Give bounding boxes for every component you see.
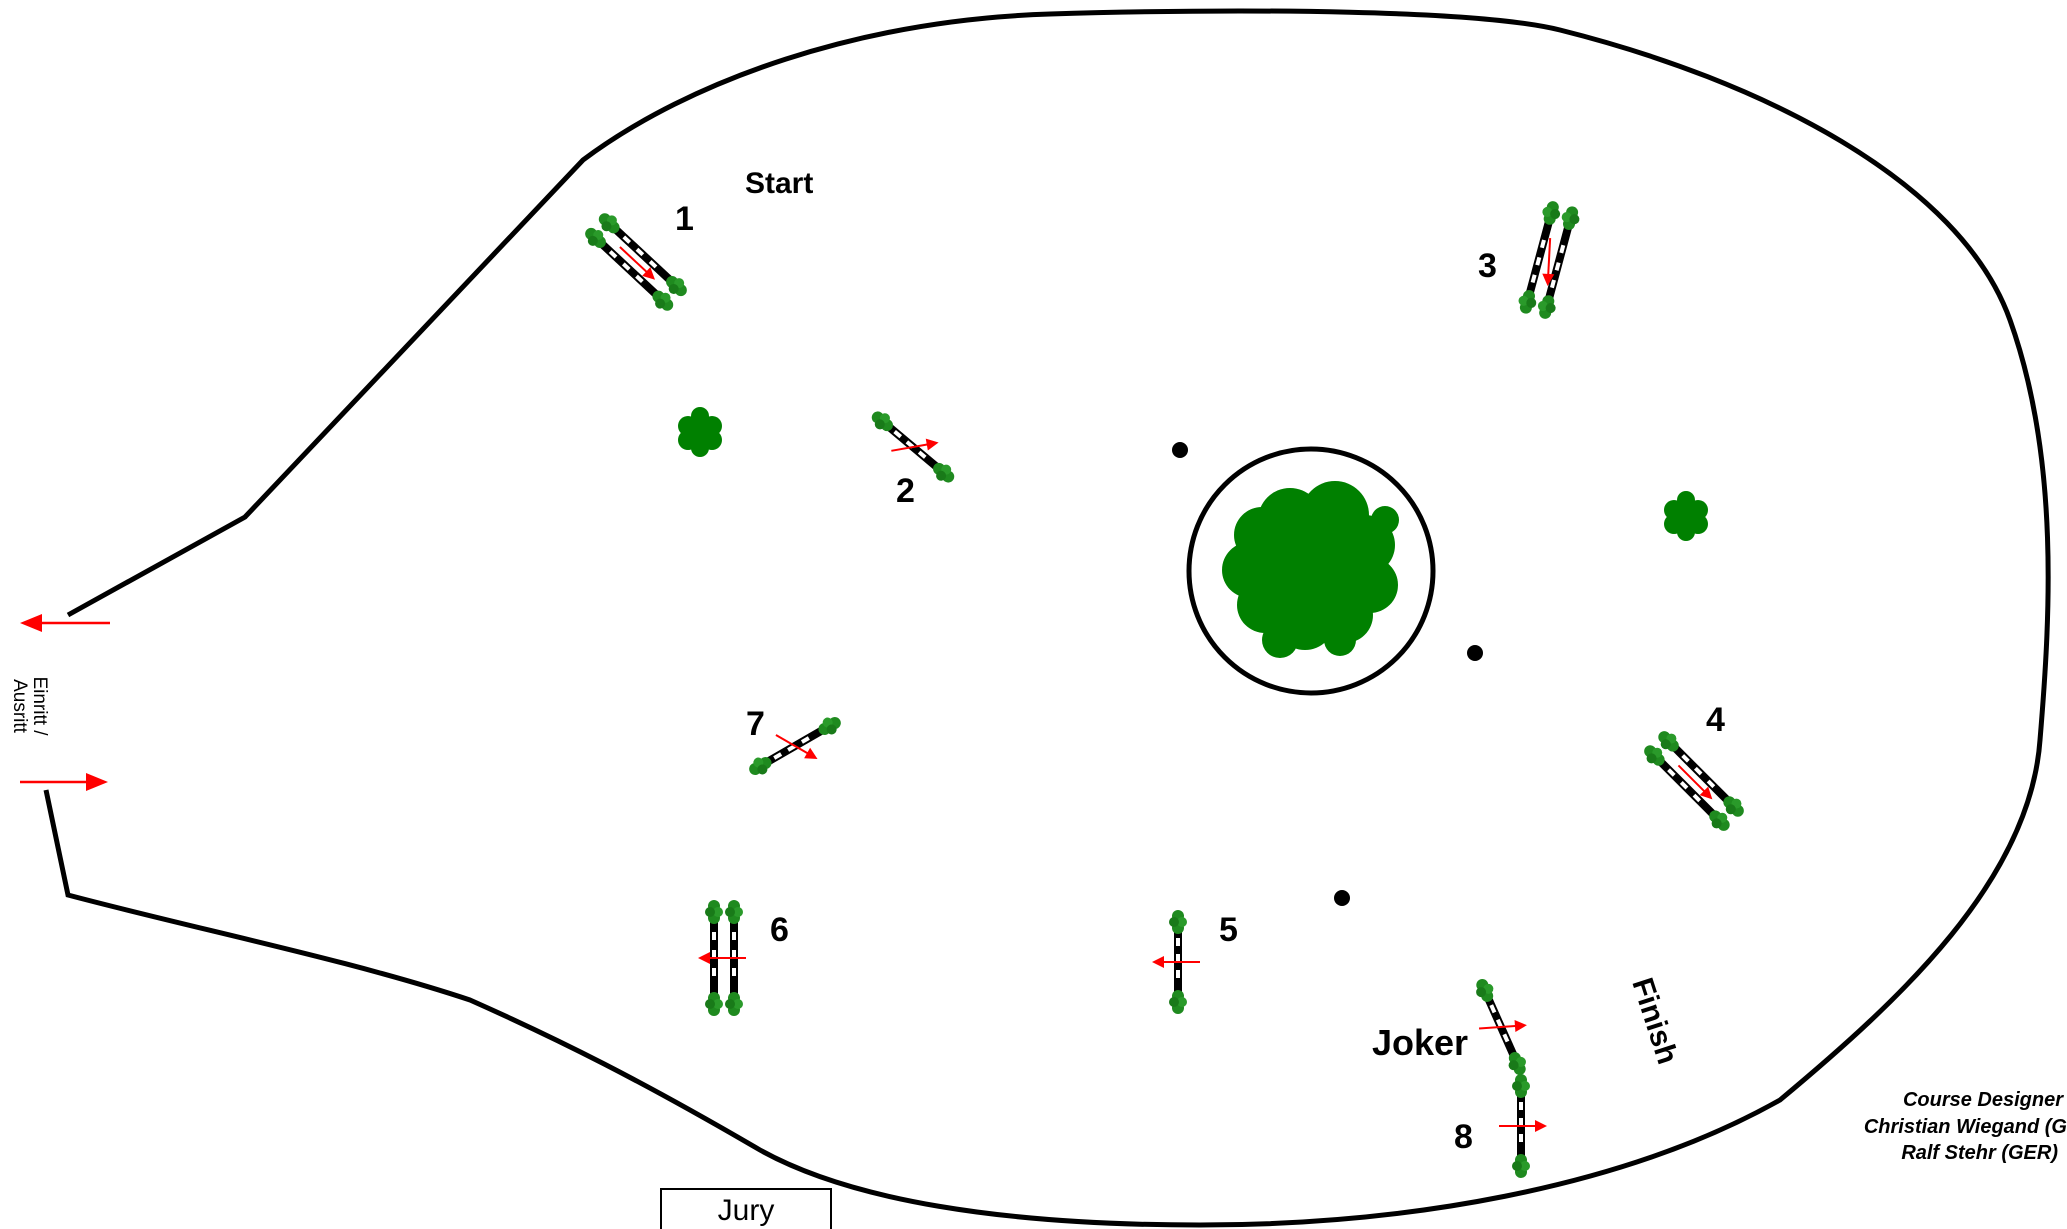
arena-boundary	[43, 8, 2051, 1228]
tree-right-icon	[1664, 491, 1708, 541]
start-label: Start	[745, 167, 813, 200]
marker-dot	[1172, 442, 1188, 458]
exit-arrow	[20, 614, 110, 632]
obstacle-joker	[1459, 969, 1546, 1084]
obstacle-7-number: 7	[746, 705, 765, 743]
obstacle-8	[1498, 1074, 1548, 1178]
entrance-label: Einritt / Ausritt	[9, 676, 50, 736]
joker-label: Joker	[1372, 1022, 1468, 1063]
svg-text:Ralf Stehr (GER): Ralf Stehr (GER)	[1901, 1142, 2058, 1164]
svg-text:Einritt /: Einritt /	[29, 676, 50, 736]
marker-dot	[1334, 890, 1350, 906]
obstacle-3	[1516, 199, 1583, 321]
finish-label: Finish	[1625, 974, 1684, 1068]
center-island	[1186, 446, 1436, 696]
obstacle-6	[697, 900, 747, 1016]
tree-left-icon	[678, 407, 722, 457]
marker-dot	[1467, 645, 1483, 661]
obstacle-2-number: 2	[896, 472, 915, 510]
svg-text:Course Designer: Course Designer	[1903, 1089, 2064, 1111]
jury-box: Jury	[660, 1188, 832, 1229]
obstacle-4	[1640, 727, 1749, 836]
svg-text:Jury: Jury	[718, 1194, 775, 1227]
course-designer-credit: Course Designer Christian Wiegand (G Ral…	[1864, 1089, 2067, 1164]
obstacle-1-number: 1	[675, 200, 694, 238]
svg-text:Christian Wiegand (G: Christian Wiegand (G	[1864, 1116, 2067, 1138]
obstacle-8-number: 8	[1454, 1118, 1473, 1156]
obstacle-3-number: 3	[1478, 247, 1497, 285]
obstacle-5-number: 5	[1219, 911, 1238, 949]
entry-arrow	[20, 773, 108, 791]
svg-text:Ausritt: Ausritt	[9, 679, 30, 734]
obstacle-4-number: 4	[1706, 701, 1725, 739]
obstacle-5	[1151, 910, 1201, 1014]
obstacle-6-number: 6	[770, 911, 789, 949]
